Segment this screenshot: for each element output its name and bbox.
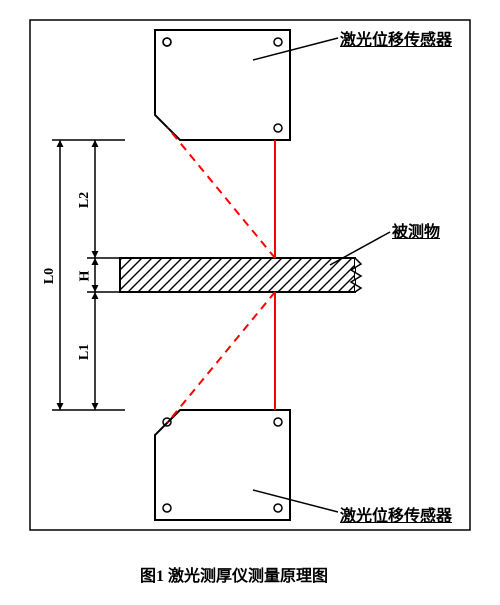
dim-l2: L2: [77, 192, 93, 208]
bottom-sensor-label: 激光位移传感器: [340, 502, 452, 526]
top-sensor-label: 激光位移传感器: [340, 26, 452, 50]
dim-l1: L1: [77, 344, 93, 360]
diagram-container: { "caption": "图1 激光测厚仪测量原理图", "labels": …: [0, 0, 500, 600]
dim-l0: L0: [42, 268, 58, 284]
object-label: 被测物: [392, 218, 440, 242]
figure-caption: 图1 激光测厚仪测量原理图: [140, 562, 328, 586]
dim-h: H: [77, 271, 93, 282]
